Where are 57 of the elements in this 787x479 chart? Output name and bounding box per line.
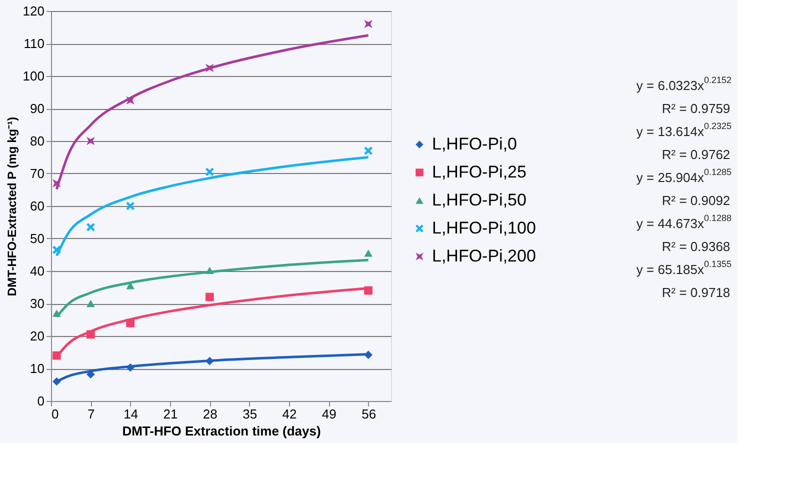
point (205, 266, 214, 274)
point (52, 246, 61, 254)
text: R² = 0.9368 (662, 239, 730, 254)
y-tick-label: 120 (22, 4, 44, 18)
y-tick-label: 110 (24, 36, 44, 51)
x-tick-label: 28 (202, 406, 218, 422)
x-tick-label: 21 (163, 406, 178, 422)
text: R² = 0.9092 (662, 193, 730, 208)
point (86, 330, 95, 339)
x-tick-label: 14 (124, 406, 138, 422)
legend-label: L,HFO-Pi,25 (432, 162, 526, 182)
point (52, 179, 61, 188)
x-tick-label: 56 (362, 406, 376, 422)
x-tick-label: 35 (242, 406, 258, 422)
point (205, 64, 214, 72)
point (205, 292, 214, 302)
point (52, 351, 61, 360)
y-tick-label: 100 (22, 68, 44, 84)
point (52, 377, 61, 386)
y-tick-label: 40 (30, 264, 44, 278)
y-axis-title: DMT-HFO-Extracted P (mg kg⁻¹) (4, 116, 19, 296)
point (205, 168, 214, 176)
y-tick-label: 80 (30, 134, 44, 148)
y-tick-label: 0 (37, 394, 44, 408)
legend-label: L,HFO-Pi,0 (432, 134, 518, 154)
y-tick-label: 60 (30, 198, 44, 214)
y-tick-label: 50 (30, 231, 44, 246)
x-tick-label: 42 (282, 406, 297, 422)
legend-label: L,HFO-Pi,100 (432, 218, 536, 238)
point (126, 96, 135, 105)
x-tick-label: 0 (52, 406, 59, 422)
text: R² = 0.9759 (662, 101, 730, 116)
point (364, 146, 373, 155)
point (86, 136, 95, 146)
point (126, 202, 135, 210)
y-tick-label: 90 (30, 101, 44, 116)
y-tick-label: 20 (30, 328, 44, 344)
x-tick-label: 49 (322, 406, 336, 422)
point (126, 318, 135, 328)
y-tick-label: 10 (30, 361, 44, 376)
point (126, 363, 135, 372)
point (86, 222, 95, 232)
point (52, 310, 61, 317)
point (364, 20, 373, 28)
y-tick-label: 30 (30, 296, 44, 311)
legend-label: L,HFO-Pi,200 (432, 246, 536, 266)
x-axis-title: DMT-HFO Extraction time (days) (122, 424, 321, 438)
text: R² = 0.9718 (662, 285, 730, 300)
x-tick-label: 7 (88, 406, 95, 422)
point (364, 286, 373, 295)
point (364, 350, 373, 360)
legend-label: L,HFO-Pi,50 (432, 190, 526, 210)
y-tick-label: 70 (30, 166, 44, 181)
line-series (55, 34, 370, 190)
point (86, 300, 95, 308)
point (364, 250, 373, 257)
text: R² = 0.9762 (662, 147, 730, 162)
